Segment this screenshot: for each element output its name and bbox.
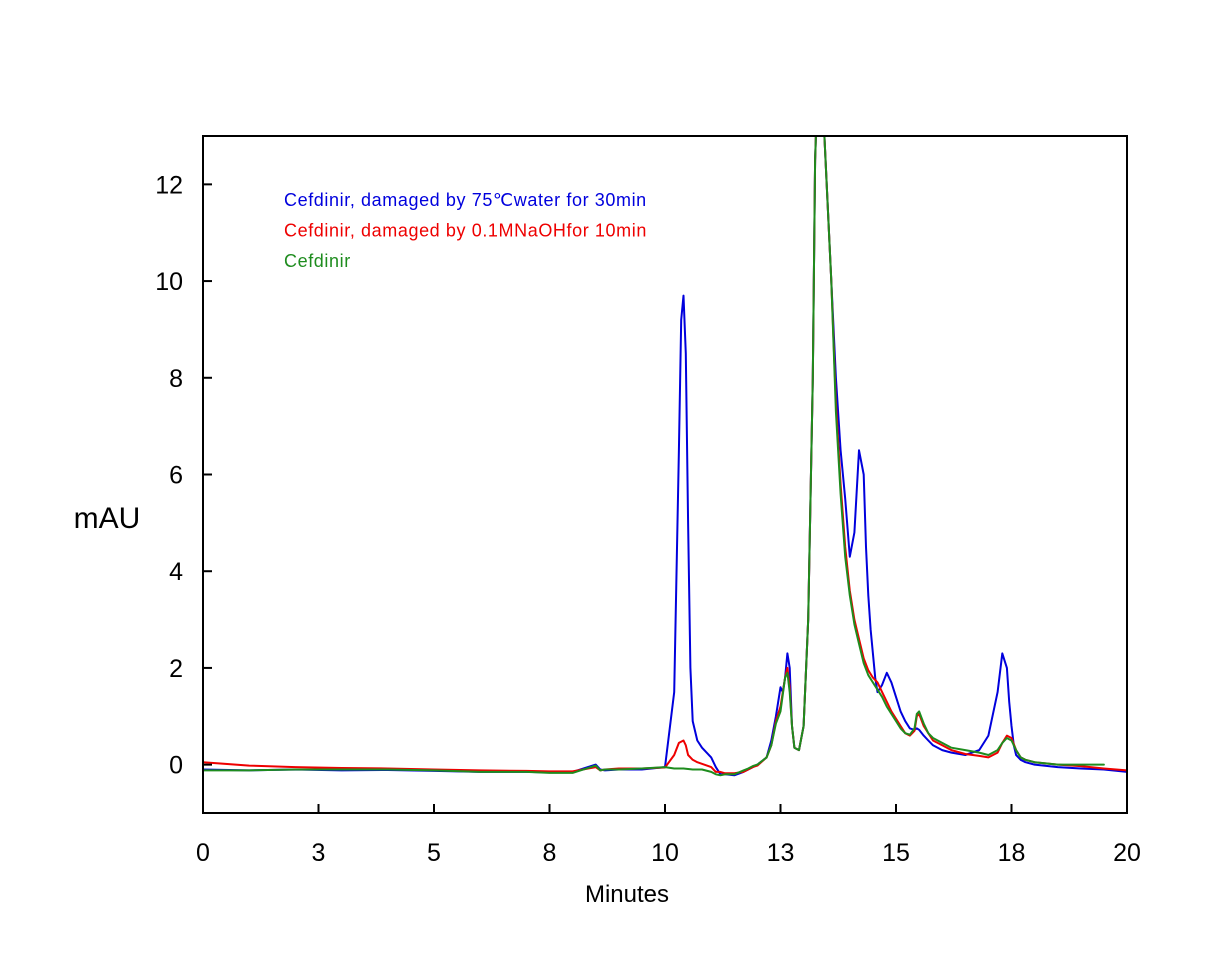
- x-tick-label: 0: [196, 839, 210, 867]
- legend-entry-2: Cefdinir, damaged by 0.1MNaOHfor 10min: [284, 221, 647, 241]
- y-tick-label: 2: [169, 655, 183, 683]
- x-tick-label: 18: [998, 839, 1026, 867]
- x-tick-label: 20: [1113, 839, 1141, 867]
- x-tick-label: 8: [543, 839, 557, 867]
- legend-entry-1: Cefdinir, damaged by 75℃water for 30min: [284, 190, 647, 210]
- x-tick-label: 15: [882, 839, 910, 867]
- x-tick-label: 10: [651, 839, 679, 867]
- y-tick-label: 4: [169, 558, 183, 586]
- y-tick-label: 12: [155, 171, 183, 199]
- y-tick-label: 8: [169, 365, 183, 393]
- y-axis: 0 2 4 6 8 10 12: [155, 171, 212, 780]
- y-tick-label: 6: [169, 462, 183, 490]
- series-line-3: [203, 136, 1105, 777]
- legend-entry-3: Cefdinir: [284, 251, 351, 271]
- y-axis-title: mAU: [74, 502, 141, 535]
- x-tick-label: 5: [427, 839, 441, 867]
- x-tick-label: 3: [312, 839, 326, 867]
- y-tick-label: 10: [155, 268, 183, 296]
- x-tick-label: 13: [767, 839, 795, 867]
- x-axis-title: Minutes: [585, 881, 669, 908]
- y-tick-label: 0: [169, 752, 183, 780]
- series-layer: [203, 136, 1127, 777]
- x-axis: 0 3 5 8 10 13 15 18 20: [196, 804, 1141, 867]
- legend: Cefdinir, damaged by 75℃water for 30min C…: [284, 190, 647, 271]
